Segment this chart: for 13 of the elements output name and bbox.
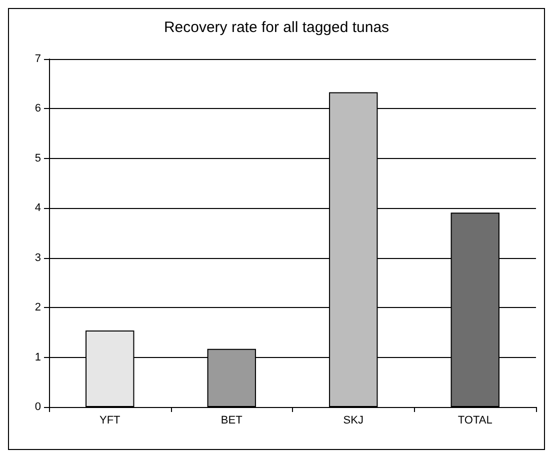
- y-tick-label: 1: [34, 351, 41, 364]
- y-tick-label: 2: [34, 302, 41, 314]
- y-tick-label: 6: [34, 102, 41, 115]
- y-tick-label: 5: [34, 152, 41, 164]
- y-tick-label: 4: [34, 202, 41, 214]
- x-tick-label: BET: [220, 414, 243, 426]
- chart-title: Recovery rate for all tagged tunas: [164, 19, 390, 36]
- y-tick-label: 7: [34, 53, 41, 65]
- y-tick-label: 3: [34, 252, 41, 264]
- x-tick-label: SKJ: [343, 414, 364, 426]
- x-tick-label: TOTAL: [458, 414, 492, 426]
- x-tick-label: YFT: [99, 414, 121, 426]
- y-tick-label: 0: [34, 401, 41, 413]
